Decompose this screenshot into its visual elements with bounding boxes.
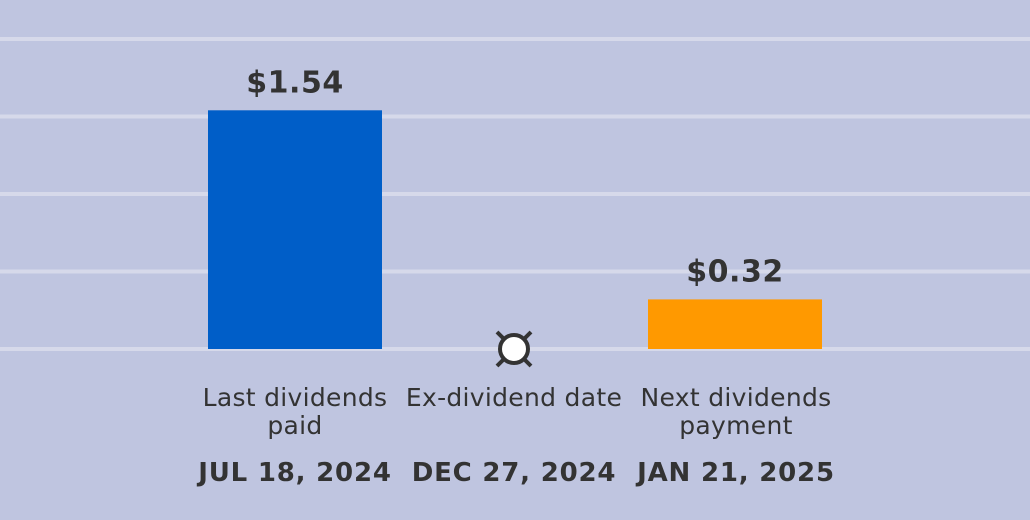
date-next-dividends-payment: JAN 21, 2025: [637, 458, 835, 488]
category-label-last-dividends-paid: Last dividends paid: [202, 383, 388, 440]
bar-last-dividends-paid: [208, 110, 382, 349]
value-labels: $1.54 $0.32: [246, 65, 783, 289]
ex-dividend-marker: [495, 330, 533, 368]
date-last-dividends-paid: JUL 18, 2024: [198, 458, 392, 488]
value-label-next-dividends-payment: $0.32: [686, 254, 783, 289]
bar-next-dividends-payment: [648, 299, 822, 349]
grid-lines: [0, 37, 1030, 351]
category-label-ex-dividend-date: Ex-dividend date: [405, 383, 623, 412]
category-label-next-dividends-payment: Next dividends payment: [640, 383, 832, 440]
date-ex-dividend: DEC 27, 2024: [411, 458, 617, 488]
value-label-last-dividends-paid: $1.54: [246, 65, 343, 100]
ex-dividend-point: [498, 333, 530, 365]
bars: [208, 110, 822, 349]
